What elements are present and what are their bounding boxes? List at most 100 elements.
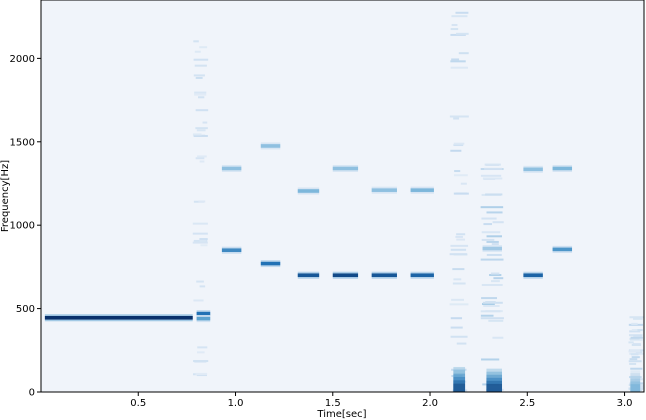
noise-speckle — [455, 11, 469, 14]
tone-core — [371, 188, 397, 192]
noise-speckle — [192, 241, 208, 244]
tone-bands — [44, 142, 573, 323]
noise-speckle — [488, 319, 504, 322]
noise-speckle — [480, 317, 504, 320]
noise-speckle — [449, 115, 469, 118]
noise-speckle — [480, 258, 504, 261]
noise-speckle — [484, 163, 501, 166]
noise-speckle — [490, 280, 500, 283]
x-tick-label: 3.0 — [617, 398, 633, 409]
tone-band — [297, 187, 320, 195]
noise-speckle — [481, 217, 497, 220]
noise-speckle — [192, 222, 208, 225]
tone-band — [332, 271, 359, 279]
noise-speckle — [450, 60, 466, 63]
noise-speckle — [493, 277, 504, 280]
x-tick-label: 2.5 — [519, 398, 535, 409]
noise-speckle — [450, 326, 463, 329]
tone-band — [196, 315, 211, 323]
noise-speckle — [453, 144, 464, 147]
tone-band — [221, 164, 242, 172]
noise-speckle — [634, 378, 643, 381]
noise-speckle — [480, 314, 494, 317]
noise-speckle — [454, 170, 461, 173]
broadband-event — [628, 316, 644, 392]
noise-speckle — [450, 335, 468, 338]
tone-core — [297, 189, 320, 193]
noise-speckle — [195, 127, 208, 130]
burst — [486, 368, 503, 392]
noise-speckle — [202, 121, 208, 124]
tone-core — [44, 315, 193, 320]
noise-speckle — [486, 235, 502, 238]
noise-speckle — [453, 174, 468, 177]
noise-speckle — [450, 28, 459, 31]
noise-speckle — [457, 380, 467, 383]
burst-layer — [630, 381, 641, 392]
noise-speckle — [451, 15, 468, 18]
noise-speckle — [486, 253, 502, 256]
burst-layer — [453, 380, 466, 392]
broadband-event — [480, 163, 504, 391]
tone-band — [523, 165, 543, 173]
noise-speckle — [491, 243, 499, 246]
tone-core — [552, 247, 573, 252]
burst-layer — [453, 376, 466, 392]
y-tick-label: 0 — [29, 388, 35, 399]
noise-speckle — [628, 384, 640, 387]
tone-core — [221, 248, 242, 253]
noise-speckle — [456, 342, 467, 345]
noise-speckle — [451, 23, 458, 26]
noise-speckle — [193, 299, 204, 302]
tone-band — [260, 142, 281, 150]
tone-band — [221, 246, 242, 254]
tone-core — [552, 166, 573, 171]
noise-speckle — [635, 382, 644, 385]
noise-speckle — [630, 389, 642, 392]
burst-layer — [486, 383, 503, 392]
noise-speckle — [197, 155, 207, 158]
noise-speckle — [486, 211, 503, 214]
noise-speckle — [449, 303, 469, 306]
x-tick-label: 2.0 — [422, 398, 438, 409]
tone-band — [260, 260, 281, 268]
tone-band — [552, 245, 573, 253]
tone-core — [482, 246, 503, 251]
y-tick-label: 500 — [16, 304, 35, 315]
tone-core — [332, 273, 359, 278]
noise-speckle — [193, 40, 199, 43]
noise-speckle — [196, 280, 204, 283]
tone-band — [371, 186, 397, 194]
noise-speckle — [629, 330, 641, 333]
burst-layer — [453, 366, 466, 392]
burst — [630, 370, 641, 392]
plot-area — [41, 0, 644, 392]
noise-speckle — [485, 193, 503, 196]
x-tick-label: 1.0 — [228, 398, 244, 409]
noise-speckle — [195, 372, 208, 375]
tone-band — [332, 164, 359, 172]
noise-speckle — [456, 233, 466, 236]
noise-speckle — [481, 231, 501, 234]
plot-frame — [40, 0, 645, 393]
noise-speckle — [633, 334, 643, 337]
tone-band — [196, 310, 211, 318]
noise-speckle — [453, 117, 460, 120]
tone-band — [482, 245, 503, 253]
noise-speckle — [481, 297, 498, 300]
noise-speckle — [480, 174, 502, 177]
noise-speckle — [193, 74, 205, 77]
tone-band — [371, 271, 397, 279]
tone-core — [260, 144, 281, 148]
low-frequency-bursts — [453, 366, 641, 392]
noise-speckle — [628, 360, 642, 363]
noise-speckle — [194, 93, 207, 96]
tone-core — [196, 311, 211, 316]
tone-band — [552, 164, 573, 172]
noise-speckle — [628, 341, 634, 344]
tone-core — [221, 166, 242, 171]
burst-layer — [486, 377, 503, 392]
noise-speckle — [450, 149, 462, 152]
burst-layer — [453, 373, 466, 392]
noise-speckle — [486, 388, 504, 391]
